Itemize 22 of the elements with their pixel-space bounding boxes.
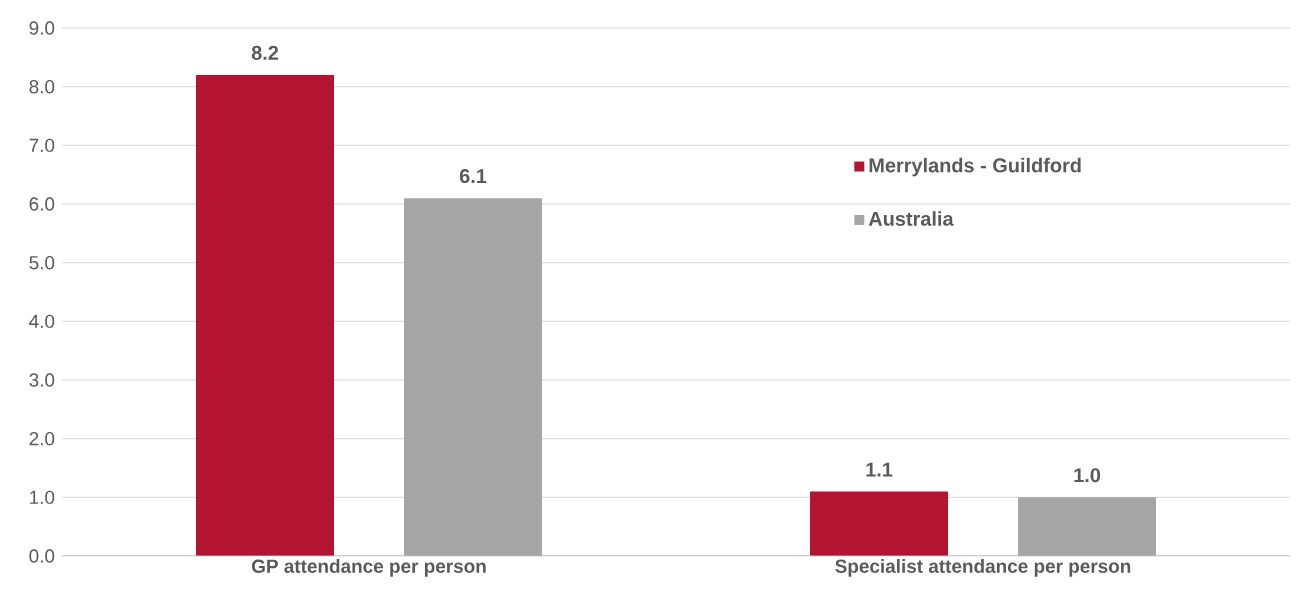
bar xyxy=(196,74,335,556)
y-tick-label: 7.0 xyxy=(29,138,55,153)
x-tick-label: GP attendance per person xyxy=(251,559,486,577)
data-label: 6.1 xyxy=(459,169,487,184)
y-tick-label: 0.0 xyxy=(29,549,55,563)
y-tick-label: 8.0 xyxy=(29,79,55,94)
y-tick-label: 2.0 xyxy=(29,431,55,446)
y-tick-label: 5.0 xyxy=(29,255,55,270)
y-tick-label: 4.0 xyxy=(29,314,55,329)
y-tick-label: 9.0 xyxy=(29,21,55,35)
data-label: 1.0 xyxy=(1074,468,1101,483)
bar xyxy=(1018,497,1157,556)
legend-label: Merrylands - Guildford xyxy=(869,157,1081,177)
y-tick-label: 3.0 xyxy=(29,373,55,387)
y-tick-label: 6.0 xyxy=(29,197,55,211)
bar xyxy=(810,491,949,556)
legend-label: Australia xyxy=(868,211,954,226)
y-tick-label: 1.0 xyxy=(30,490,55,505)
x-tick-label: Specialist attendance per person xyxy=(835,559,1131,577)
bar xyxy=(404,198,543,556)
data-label: 1.1 xyxy=(866,462,893,477)
data-label: 8.2 xyxy=(251,45,279,60)
